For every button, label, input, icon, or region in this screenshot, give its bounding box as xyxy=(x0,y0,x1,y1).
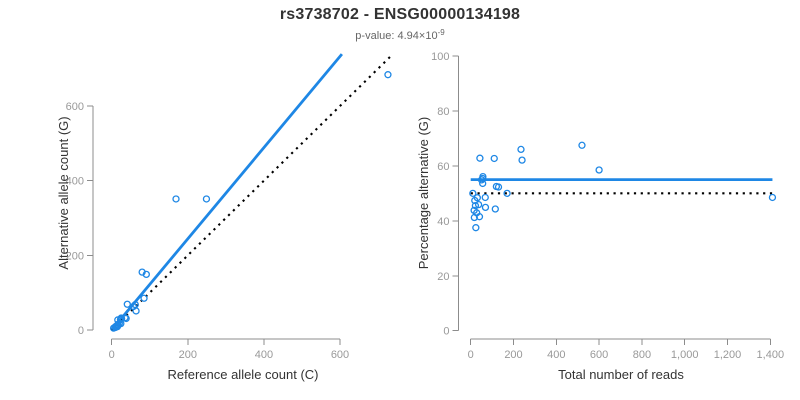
data-point xyxy=(471,202,480,210)
y-axis-title: Percentage alternative (G) xyxy=(416,117,431,269)
x-tick-label: 600 xyxy=(590,349,608,361)
x-tick-label: 200 xyxy=(179,349,197,361)
data-point xyxy=(202,195,211,203)
data-point xyxy=(142,270,150,279)
data-point xyxy=(479,179,487,188)
data-point xyxy=(492,182,501,191)
data-point xyxy=(475,213,484,221)
data-point xyxy=(121,314,129,322)
data-point xyxy=(132,307,140,315)
data-point xyxy=(472,224,480,232)
x-tick-label: 0 xyxy=(468,349,474,361)
x-axis-title: Reference allele count (C) xyxy=(167,367,318,382)
data-point xyxy=(490,154,498,163)
x-tick-label: 1,200 xyxy=(714,349,742,361)
data-point xyxy=(481,193,489,202)
data-point xyxy=(479,172,487,181)
data-point xyxy=(172,195,180,203)
data-point xyxy=(578,141,586,149)
y-tick-label: 80 xyxy=(437,106,449,118)
data-point xyxy=(474,200,483,209)
y-tick-label: 20 xyxy=(437,271,449,283)
x-tick-label: 400 xyxy=(255,349,273,361)
x-tick-label: 200 xyxy=(504,349,522,361)
x-tick-label: 1,000 xyxy=(671,349,699,361)
allele-counts-chart: 0 200 400 600 0 200 400 600 Reference allele cou… xyxy=(56,53,393,382)
x-tick-label: 800 xyxy=(633,349,651,361)
identity-line xyxy=(110,54,393,331)
data-point xyxy=(517,145,525,154)
data-point xyxy=(476,154,484,162)
x-tick-label: 600 xyxy=(331,349,349,361)
data-point xyxy=(113,322,122,331)
data-point xyxy=(503,189,511,198)
y-tick-label: 200 xyxy=(66,250,84,262)
data-point xyxy=(473,194,481,202)
y-tick-label: 0 xyxy=(443,326,449,338)
fitted-ratio-line xyxy=(110,53,343,331)
x-axis-title: Total number of reads xyxy=(558,367,684,382)
y-tick-label: 400 xyxy=(66,176,84,188)
data-point xyxy=(470,213,478,222)
y-axis-title: Alternative allele count (G) xyxy=(56,116,71,269)
data-point xyxy=(491,205,499,213)
data-point xyxy=(518,156,526,164)
percentage-alternative-chart: 0 20 40 60 80 100 0 200 400 600 800 1,000 1,200 1,400… xyxy=(416,51,784,382)
data-point xyxy=(477,176,486,184)
data-point xyxy=(469,189,477,198)
data-point xyxy=(481,203,490,212)
data-point xyxy=(384,71,392,79)
x-tick-label: 1,400 xyxy=(757,349,785,361)
data-point xyxy=(768,193,777,202)
x-tick-label: 0 xyxy=(109,349,115,361)
data-point xyxy=(595,166,603,174)
data-point xyxy=(140,294,148,302)
y-tick-label: 600 xyxy=(66,101,84,113)
x-tick-label: 400 xyxy=(547,349,565,361)
y-tick-label: 0 xyxy=(78,325,84,337)
y-tick-label: 60 xyxy=(437,161,449,173)
y-tick-label: 40 xyxy=(437,216,449,228)
data-point xyxy=(123,300,131,308)
y-tick-label: 100 xyxy=(431,51,449,63)
